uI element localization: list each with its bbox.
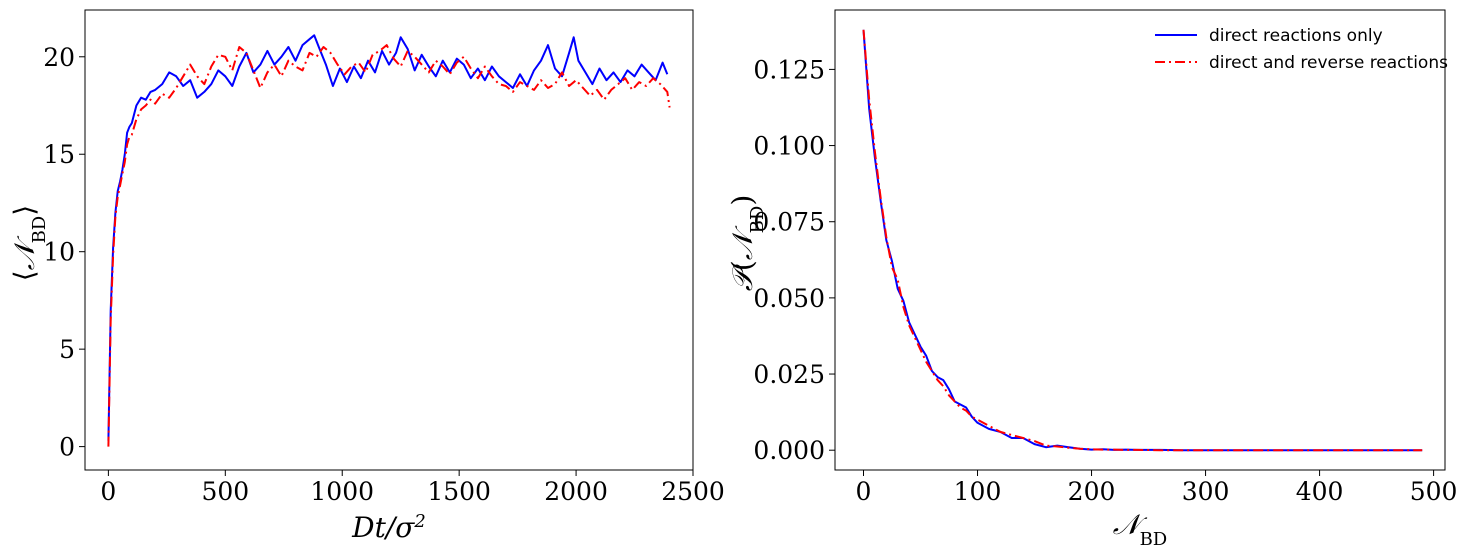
right-x-tick-label: 100	[954, 477, 1002, 506]
right-x-axis-label: 𝒩BD	[1113, 508, 1168, 550]
legend: direct reactions only direct and reverse…	[1155, 26, 1448, 73]
right-y-tick-label: 0.025	[753, 360, 825, 389]
left-y-tick-label: 5	[59, 335, 75, 364]
left-y-tick-label: 0	[59, 433, 75, 462]
right-x-tick-label: 400	[1296, 477, 1344, 506]
right-axis-ticks: 0 100 200 300 400 500 0.000 0.025 0.050 0.075 0.10…	[753, 55, 1457, 506]
right-series-line-0	[862, 29, 1423, 452]
right-plot-frame	[834, 9, 1446, 471]
right-y-tick-label: 0.000	[753, 436, 825, 465]
left-series-line-0	[107, 34, 669, 441]
left-x-tick-label: 2000	[544, 477, 608, 506]
legend-label-direct: direct reactions only	[1209, 26, 1383, 46]
right-y-tick-label: 0.125	[753, 55, 825, 84]
right-plot-lines	[862, 29, 1423, 452]
left-x-tick-label: 500	[201, 477, 249, 506]
right-y-tick-label: 0.075	[753, 208, 825, 237]
left-x-axis-label: Dt/σ2	[351, 511, 426, 545]
left-x-tick-label: 1000	[310, 477, 374, 506]
right-y-tick-label: 0.100	[753, 132, 825, 161]
legend-label-reverse: direct and reverse reactions	[1209, 53, 1448, 73]
left-series-line-1	[107, 44, 671, 447]
right-x-tick-label: 0	[856, 477, 872, 506]
left-x-tick-label: 2500	[661, 477, 725, 506]
left-y-tick-label: 10	[43, 238, 75, 267]
left-y-tick-label: 20	[43, 43, 75, 72]
left-y-axis-label: ⟨𝒩BD⟩	[8, 205, 50, 281]
right-x-tick-label: 300	[1182, 477, 1230, 506]
right-y-tick-label: 0.050	[753, 284, 825, 313]
left-x-tick-label: 0	[100, 477, 116, 506]
left-plot-lines	[107, 34, 671, 447]
left-x-tick-label: 1500	[427, 477, 491, 506]
right-chart-panel: 0 100 200 300 400 500 0.000 0.025 0.050 0.075 0.10…	[726, 9, 1457, 550]
right-y-axis-label: 𝒫(𝒩BD)	[726, 195, 768, 292]
right-series-line-1	[862, 29, 1423, 452]
left-axis-ticks: 0 500 1000 1500 2000 2500 0 5 10 15 20	[43, 43, 725, 506]
left-chart-panel: 0 500 1000 1500 2000 2500 0 5 10 15 20 Dt/σ2 ⟨𝒩BD⟩	[8, 9, 725, 545]
left-y-tick-label: 15	[43, 140, 75, 169]
right-x-tick-label: 200	[1068, 477, 1116, 506]
right-x-tick-label: 500	[1410, 477, 1458, 506]
left-plot-frame	[84, 9, 694, 471]
